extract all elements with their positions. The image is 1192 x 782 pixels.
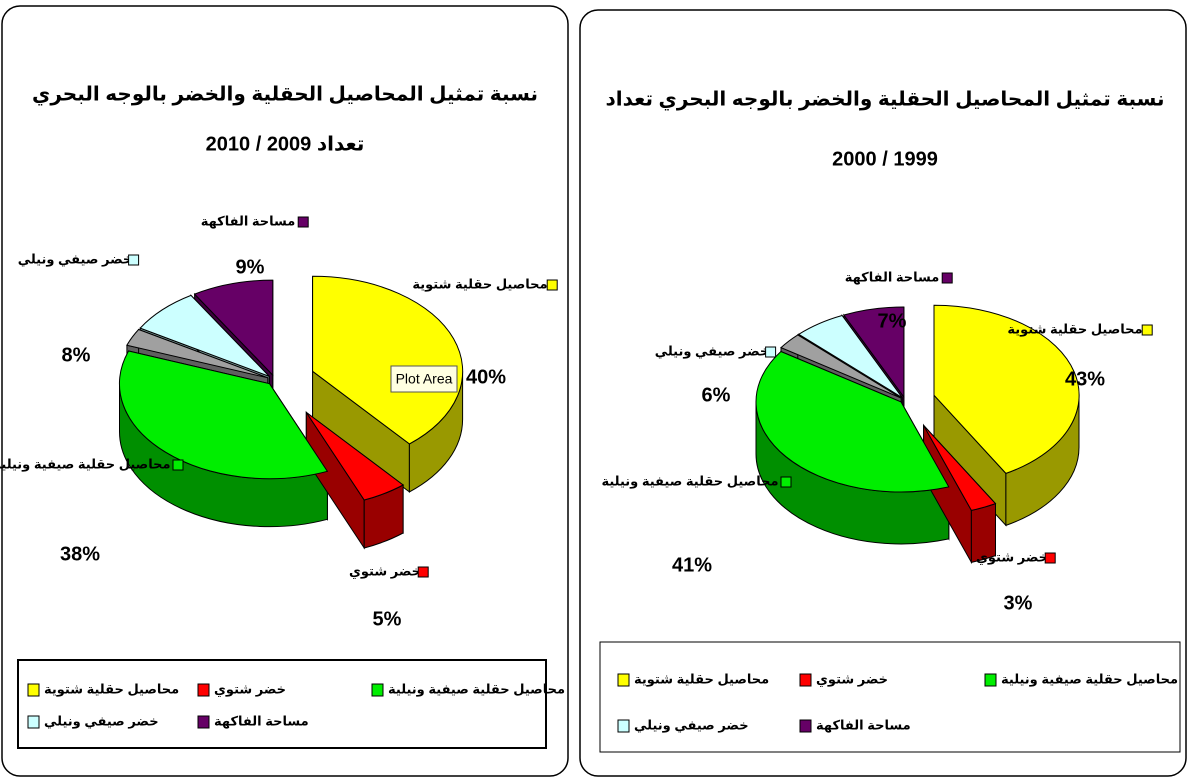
slice <box>126 328 268 379</box>
legend-swatch <box>197 683 210 697</box>
slice-value-label: 3% <box>1004 592 1033 614</box>
slice-label-key <box>417 566 429 578</box>
slice-label-key <box>941 272 953 284</box>
slice <box>923 425 997 511</box>
legend-box <box>17 659 547 749</box>
chart-subtitle: 2000 / 1999 <box>832 148 938 170</box>
legend-swatch <box>27 715 40 729</box>
slice <box>797 314 903 398</box>
legend-label: خضر صيفي ونيلي <box>44 713 159 728</box>
tooltip: Plot Area <box>396 371 453 387</box>
legend-swatch <box>617 673 630 687</box>
chart-title: نسبة تمثيل المحاصيل الحقلية والخضر بالوج… <box>606 88 1165 111</box>
slice-label-key <box>172 459 184 471</box>
legend-label: محاصيل حقلية صيفية ونيلية <box>1001 671 1178 686</box>
slice-value-label: 6% <box>702 384 731 406</box>
legend-label: خضر شتوي <box>816 671 888 686</box>
chart-subtitle: تعداد 2009 / 2010 <box>206 133 365 155</box>
slice-value-label: 5% <box>373 608 402 630</box>
slice-name-label: خضر شتوي <box>976 549 1048 564</box>
slice <box>193 279 274 377</box>
slice-label-key <box>1141 324 1153 336</box>
slice-label-key <box>297 216 309 228</box>
legend-label: محاصيل حقلية صيفية ونيلية <box>388 681 565 696</box>
slice-label-key <box>128 254 140 266</box>
legend-label: محاصيل حقلية شتوية <box>44 681 179 696</box>
legend-swatch <box>799 673 812 687</box>
legend-label: مساحة الفاكهة <box>214 713 309 728</box>
slice-value-label: 8% <box>62 344 91 366</box>
slice <box>305 412 405 501</box>
legend-label: مساحة الفاكهة <box>816 717 911 732</box>
slice-value-label: 9% <box>236 256 265 278</box>
slice-label-key <box>1044 552 1056 564</box>
legend-label: خضر شتوي <box>214 681 286 696</box>
legend-swatch <box>371 683 384 697</box>
legend-box <box>599 641 1181 753</box>
slice-label-key <box>780 476 792 488</box>
legend-swatch <box>984 673 997 687</box>
slice-label-key <box>546 279 558 291</box>
slice <box>118 350 329 480</box>
slice <box>933 304 1080 474</box>
slice <box>312 275 464 445</box>
chart-title: نسبة تمثيل المحاصيل الحقلية والخضر بالوج… <box>32 83 538 106</box>
chart-panel <box>1 5 569 777</box>
legend-swatch <box>799 719 812 733</box>
charts: نسبة تمثيل المحاصيل الحقلية والخضر بالوج… <box>0 83 1178 733</box>
slice-name-label: مساحة الفاكهة <box>201 213 296 228</box>
slice-name-label: خضر صيفي ونيلي <box>18 251 133 266</box>
legend-swatch <box>197 715 210 729</box>
slice <box>780 334 902 399</box>
slice-name-label: محاصيل حقلية صيفية ونيلية <box>601 473 778 488</box>
slice <box>139 294 270 377</box>
slice-value-label: 7% <box>878 310 907 332</box>
slice-name-label: محاصيل حقلية شتوية <box>412 276 547 291</box>
slice-label-key <box>765 346 777 358</box>
slice-name-label: خضر شتوي <box>349 563 421 578</box>
tooltip-box <box>390 365 458 393</box>
slice-name-label: مساحة الفاكهة <box>845 269 940 284</box>
slice <box>755 350 950 493</box>
slice-value-label: 40% <box>466 366 506 388</box>
slice-value-label: 41% <box>672 554 712 576</box>
legend-label: خضر صيفي ونيلي <box>634 717 749 732</box>
slice-name-label: محاصيل حقلية شتوية <box>1007 321 1142 336</box>
slice-value-label: 38% <box>60 543 100 565</box>
slice-name-label: محاصيل حقلية صيفية ونيلية <box>0 456 171 471</box>
slice <box>843 306 905 399</box>
slice-name-label: خضر صيفي ونيلي <box>655 343 770 358</box>
legend-swatch <box>27 683 40 697</box>
legend-swatch <box>617 719 630 733</box>
legend-label: محاصيل حقلية شتوية <box>634 671 769 686</box>
slice-value-label: 43% <box>1065 368 1105 390</box>
